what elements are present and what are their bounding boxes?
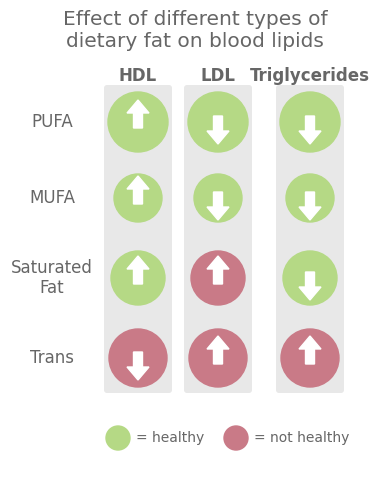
FancyBboxPatch shape <box>104 85 172 393</box>
Text: PUFA: PUFA <box>31 113 73 131</box>
FancyArrow shape <box>127 176 149 204</box>
FancyArrow shape <box>299 272 321 300</box>
FancyArrow shape <box>299 116 321 144</box>
Circle shape <box>280 92 340 152</box>
Circle shape <box>111 251 165 305</box>
Circle shape <box>188 92 248 152</box>
Circle shape <box>286 174 334 222</box>
FancyArrow shape <box>207 192 229 220</box>
Circle shape <box>106 426 130 450</box>
Text: Trans: Trans <box>30 349 74 367</box>
Text: = not healthy: = not healthy <box>254 431 350 445</box>
Text: HDL: HDL <box>119 67 157 85</box>
Text: = healthy: = healthy <box>136 431 204 445</box>
Text: Effect of different types of: Effect of different types of <box>63 10 327 29</box>
FancyArrow shape <box>127 352 149 380</box>
FancyBboxPatch shape <box>184 85 252 393</box>
Circle shape <box>191 251 245 305</box>
Circle shape <box>108 92 168 152</box>
Circle shape <box>189 329 247 387</box>
Circle shape <box>194 174 242 222</box>
Circle shape <box>281 329 339 387</box>
FancyArrow shape <box>299 336 321 364</box>
Circle shape <box>283 251 337 305</box>
Text: LDL: LDL <box>201 67 235 85</box>
FancyArrow shape <box>299 192 321 220</box>
Circle shape <box>109 329 167 387</box>
FancyBboxPatch shape <box>276 85 344 393</box>
Text: dietary fat on blood lipids: dietary fat on blood lipids <box>66 32 324 51</box>
FancyArrow shape <box>207 336 229 364</box>
Circle shape <box>224 426 248 450</box>
FancyArrow shape <box>127 256 149 284</box>
Text: Saturated
Fat: Saturated Fat <box>11 258 93 298</box>
FancyArrow shape <box>207 116 229 144</box>
FancyArrow shape <box>207 256 229 284</box>
Text: Triglycerides: Triglycerides <box>250 67 370 85</box>
FancyArrow shape <box>127 100 149 128</box>
Text: MUFA: MUFA <box>29 189 75 207</box>
Circle shape <box>114 174 162 222</box>
